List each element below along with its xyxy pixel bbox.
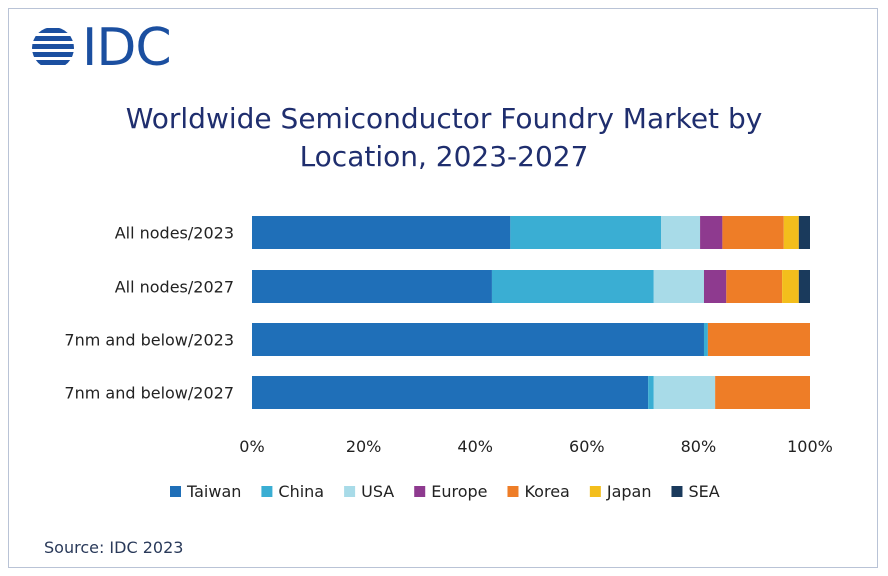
legend-label: Korea xyxy=(524,482,569,501)
bar-segment-taiwan xyxy=(252,323,704,356)
source-note: Source: IDC 2023 xyxy=(44,538,184,557)
bar-segment-europe xyxy=(703,270,727,303)
legend-label: Japan xyxy=(606,482,652,501)
chart-title-line-2: Location, 2023-2027 xyxy=(299,140,589,173)
x-tick-label: 0% xyxy=(239,437,264,456)
bar-segment-taiwan xyxy=(252,270,492,303)
idc-logo: IDC xyxy=(30,18,172,78)
bar-segment-usa xyxy=(661,216,701,249)
legend-label: China xyxy=(278,482,324,501)
legend-label: Europe xyxy=(431,482,487,501)
x-tick-label: 20% xyxy=(346,437,382,456)
category-label: 7nm and below/2027 xyxy=(64,384,234,403)
legend-label: Taiwan xyxy=(186,482,241,501)
bar-segment-china xyxy=(703,323,708,356)
category-label: All nodes/2023 xyxy=(115,224,234,243)
bar-segment-china xyxy=(648,376,654,409)
legend-swatch xyxy=(344,486,356,497)
legend-swatch xyxy=(589,486,601,497)
category-label: 7nm and below/2023 xyxy=(64,331,234,350)
legend-swatch xyxy=(414,486,426,497)
legend-label: SEA xyxy=(688,482,719,501)
logo-text: IDC xyxy=(82,18,172,78)
bar-segment-taiwan xyxy=(252,216,511,249)
bar-segment-usa xyxy=(653,270,704,303)
bar-segment-japan xyxy=(782,270,799,303)
bar-segment-sea xyxy=(798,216,810,249)
category-label: All nodes/2027 xyxy=(115,278,234,297)
legend-swatch xyxy=(507,486,519,497)
x-tick-label: 40% xyxy=(457,437,493,456)
bar-segment-korea xyxy=(707,323,810,356)
bar-segment-korea xyxy=(726,270,783,303)
legend-swatch xyxy=(261,486,273,497)
bar-segment-taiwan xyxy=(252,376,649,409)
bar-segment-europe xyxy=(700,216,723,249)
bar-segment-korea xyxy=(722,216,784,249)
bar-segment-china xyxy=(510,216,662,249)
bar-segment-sea xyxy=(798,270,810,303)
x-tick-label: 80% xyxy=(681,437,717,456)
x-tick-label: 100% xyxy=(787,437,833,456)
bar-segment-japan xyxy=(783,216,799,249)
bar-segment-china xyxy=(491,270,654,303)
legend-swatch xyxy=(170,486,181,497)
legend-swatch xyxy=(671,486,683,497)
chart-title-line-1: Worldwide Semiconductor Foundry Market b… xyxy=(125,102,763,135)
legend-label: USA xyxy=(361,482,394,501)
chart-title: Worldwide Semiconductor Foundry Market b… xyxy=(0,100,888,176)
stacked-bar-chart: All nodes/2023 All nodes/2027 7nm and belo… xyxy=(64,216,833,501)
bar-segment-korea xyxy=(715,376,810,409)
x-tick-label: 60% xyxy=(569,437,605,456)
bar-segment-usa xyxy=(653,376,716,409)
idc-globe-icon xyxy=(32,28,74,65)
